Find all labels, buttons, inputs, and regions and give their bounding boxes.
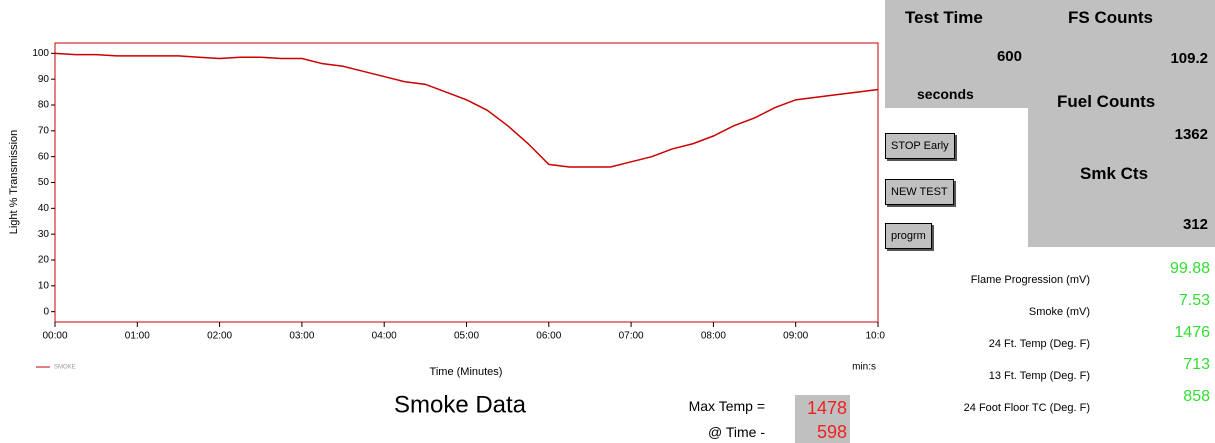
data-line (54, 52, 879, 168)
button[interactable]: NEW TEST (885, 179, 954, 205)
x-tick-label: 01:00 (125, 331, 150, 342)
y-tick-label: 70 (38, 125, 50, 136)
y-tick-label: 0 (43, 306, 49, 317)
x-unit: min:s (852, 362, 876, 373)
reading-value: 858 (1183, 388, 1210, 405)
x-axis-label: Time (Minutes) (430, 366, 503, 378)
y-tick-label: 20 (38, 255, 50, 266)
y-tick-label: 80 (38, 100, 50, 111)
x-tick-label: 04:00 (372, 331, 397, 342)
x-tick-label: 02:00 (207, 331, 232, 342)
value: 598 (816, 422, 847, 442)
reading-label: Flame Progression (mV) (970, 274, 1090, 286)
reading-value: 713 (1183, 356, 1210, 373)
label: Smk Cts (1080, 164, 1149, 183)
x-tick-label: 05:00 (454, 331, 479, 342)
reading-label: Smoke (mV) (1028, 306, 1090, 318)
label: Fuel Counts (1057, 92, 1156, 111)
y-tick-label: 50 (38, 177, 50, 188)
legend-label: SMOKE (54, 365, 76, 371)
label: FS Counts (1068, 8, 1153, 27)
y-tick-label: 10 (38, 280, 50, 291)
x-tick-label: 10:00 (865, 331, 885, 342)
reading-label: 24 Foot Floor TC (Deg. F) (963, 402, 1090, 414)
x-tick-label: 06:00 (536, 331, 561, 342)
chart: Smoke Data Time (Minutes) min:s Light % … (8, 42, 885, 418)
value: 1478 (806, 398, 847, 418)
x-tick-label: 00:00 (42, 331, 67, 342)
button[interactable]: STOP Early (885, 133, 955, 159)
y-tick-label: 60 (38, 151, 50, 162)
plot-frame (54, 42, 879, 323)
value: 312 (1182, 216, 1208, 233)
x-tick-label: 03:00 (289, 331, 314, 342)
test-time-panel (885, 0, 1028, 108)
counts-panel (1028, 0, 1215, 247)
value: 1362 (1174, 126, 1208, 143)
label: Test Time (905, 8, 983, 27)
reading-value: 1476 (1174, 324, 1210, 341)
value: 109.2 (1170, 50, 1208, 67)
reading-label: 24 Ft. Temp (Deg. F) (988, 338, 1090, 350)
unit: seconds (917, 86, 974, 102)
y-tick-label: 40 (38, 203, 50, 214)
reading-value: 99.88 (1169, 260, 1210, 277)
y-tick-label: 30 (38, 229, 50, 240)
y-axis-label: Light % Transmission (8, 130, 20, 235)
chart-title: Smoke Data (394, 391, 527, 418)
button[interactable]: progrm (885, 223, 932, 249)
label: Max Temp = (688, 398, 765, 414)
max-box (795, 395, 850, 443)
reading-value: 7.53 (1178, 292, 1210, 309)
reading-label: 13 Ft. Temp (Deg. F) (988, 370, 1090, 382)
y-tick-label: 90 (38, 74, 50, 85)
y-tick-label: 100 (32, 48, 49, 59)
x-tick-label: 09:00 (783, 331, 808, 342)
x-tick-label: 07:00 (619, 331, 644, 342)
label: @ Time - (708, 424, 765, 440)
value: 600 (996, 48, 1022, 65)
x-tick-label: 08:00 (701, 331, 726, 342)
